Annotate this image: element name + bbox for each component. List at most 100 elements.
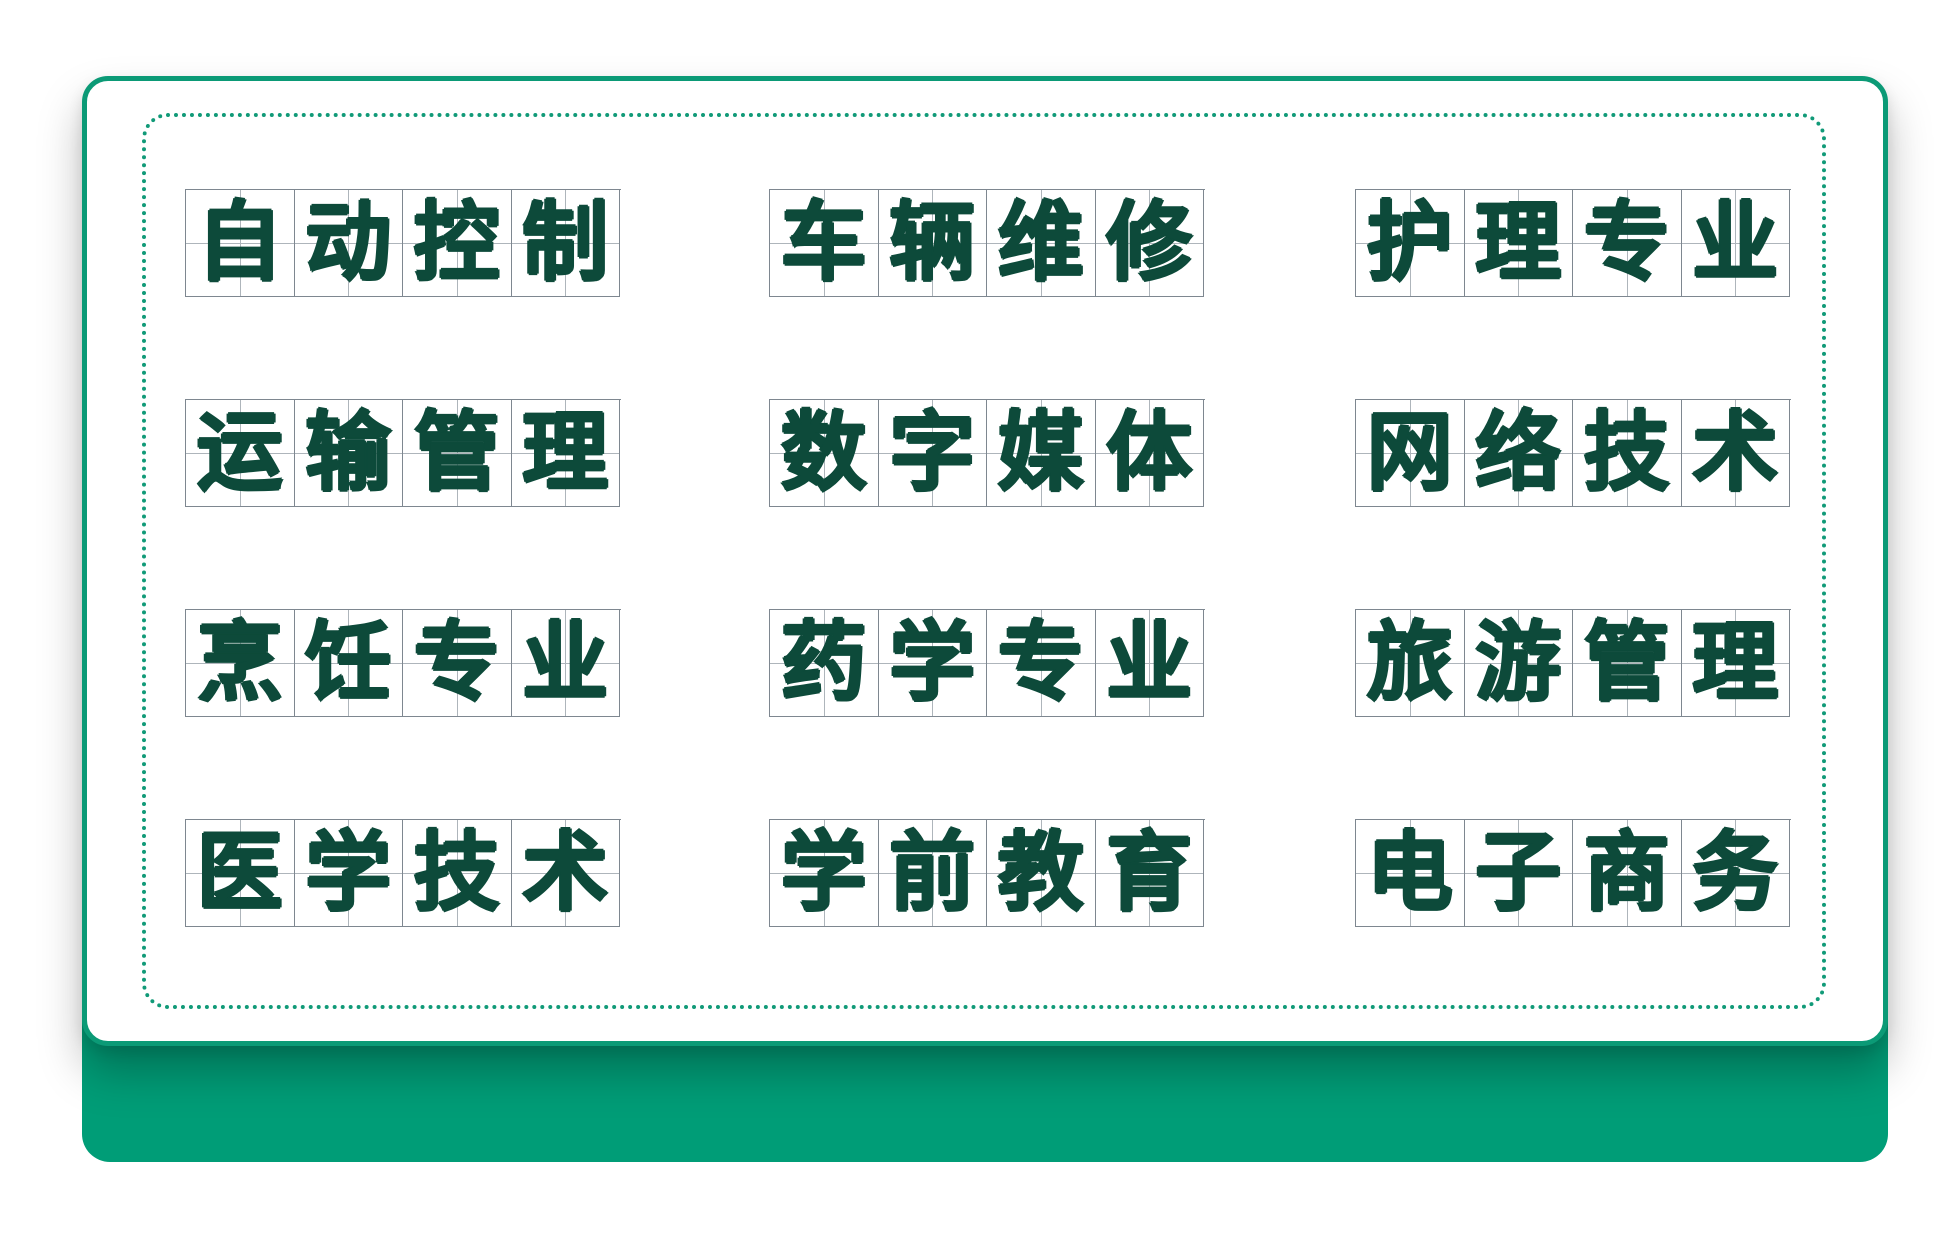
major-label-6: 网 络 技 术: [1355, 399, 1791, 507]
major-char: 专: [413, 613, 500, 713]
major-char: 理: [1475, 193, 1562, 293]
dotted-border: [142, 113, 1826, 1009]
major-char: 控: [413, 193, 500, 293]
char-box: 理: [1464, 190, 1573, 297]
char-box: 网: [1356, 400, 1465, 507]
char-box: 医: [186, 820, 295, 927]
major-char: 维: [997, 193, 1084, 293]
major-char: 医: [196, 823, 283, 923]
char-box: 育: [1095, 820, 1204, 927]
char-box: 运: [186, 400, 295, 507]
char-box: 烹: [186, 610, 295, 717]
major-char: 专: [1583, 193, 1670, 293]
char-box: 管: [1573, 610, 1682, 717]
major-char: 制: [522, 193, 609, 293]
char-box: 商: [1573, 820, 1682, 927]
major-char: 专: [997, 613, 1084, 713]
major-char: 体: [1106, 403, 1193, 503]
major-char: 教: [997, 823, 1084, 923]
char-box: 体: [1095, 400, 1204, 507]
major-label-3: 护 理 专 业: [1355, 189, 1791, 297]
majors-board: 自 动 控 制 车 辆 维 修 护 理 专 业: [82, 76, 1888, 1046]
majors-row-3: 烹 饪 专 业 药 学 专 业 旅 游 管 理: [185, 609, 1793, 717]
major-char: 运: [196, 403, 283, 503]
major-label-10: 医 学 技 术: [185, 819, 621, 927]
major-char: 前: [889, 823, 976, 923]
char-box: 辆: [878, 190, 987, 297]
major-char: 务: [1692, 823, 1779, 923]
majors-row-4: 医 学 技 术 学 前 教 育 电 子 商 务: [185, 819, 1793, 927]
char-box: 动: [294, 190, 403, 297]
major-char: 游: [1475, 613, 1562, 713]
char-box: 理: [1681, 610, 1790, 717]
major-char: 术: [1692, 403, 1779, 503]
major-label-9: 旅 游 管 理: [1355, 609, 1791, 717]
char-box: 务: [1681, 820, 1790, 927]
char-box: 学: [878, 610, 987, 717]
char-box: 技: [1573, 400, 1682, 507]
majors-row-1: 自 动 控 制 车 辆 维 修 护 理 专 业: [185, 189, 1793, 297]
major-char: 育: [1106, 823, 1193, 923]
major-char: 动: [305, 193, 392, 293]
char-box: 前: [878, 820, 987, 927]
char-box: 媒: [987, 400, 1096, 507]
char-box: 旅: [1356, 610, 1465, 717]
char-box: 业: [511, 610, 620, 717]
major-char: 烹: [196, 613, 283, 713]
char-box: 修: [1095, 190, 1204, 297]
major-char: 术: [522, 823, 609, 923]
char-box: 车: [770, 190, 879, 297]
major-char: 学: [780, 823, 867, 923]
major-label-12: 电 子 商 务: [1355, 819, 1791, 927]
char-box: 学: [294, 820, 403, 927]
major-char: 技: [413, 823, 500, 923]
char-box: 理: [511, 400, 620, 507]
major-char: 媒: [997, 403, 1084, 503]
char-box: 管: [403, 400, 512, 507]
char-box: 专: [403, 610, 512, 717]
char-box: 护: [1356, 190, 1465, 297]
major-label-5: 数 字 媒 体: [769, 399, 1205, 507]
char-box: 教: [987, 820, 1096, 927]
major-char: 电: [1366, 823, 1453, 923]
major-char: 辆: [889, 193, 976, 293]
major-char: 网: [1366, 403, 1453, 503]
char-box: 络: [1464, 400, 1573, 507]
char-box: 专: [987, 610, 1096, 717]
majors-grid: 自 动 控 制 车 辆 维 修 护 理 专 业: [185, 189, 1793, 939]
major-char: 业: [522, 613, 609, 713]
major-char: 学: [305, 823, 392, 923]
major-label-2: 车 辆 维 修: [769, 189, 1205, 297]
char-box: 业: [1095, 610, 1204, 717]
major-char: 旅: [1366, 613, 1453, 713]
char-box: 饪: [294, 610, 403, 717]
major-label-4: 运 输 管 理: [185, 399, 621, 507]
major-char: 业: [1692, 193, 1779, 293]
major-char: 护: [1366, 193, 1453, 293]
major-char: 药: [780, 613, 867, 713]
char-box: 电: [1356, 820, 1465, 927]
major-label-8: 药 学 专 业: [769, 609, 1205, 717]
major-char: 字: [889, 403, 976, 503]
major-char: 学: [889, 613, 976, 713]
major-char: 技: [1583, 403, 1670, 503]
char-box: 术: [1681, 400, 1790, 507]
char-box: 学: [770, 820, 879, 927]
major-char: 车: [780, 193, 867, 293]
major-char: 商: [1583, 823, 1670, 923]
char-box: 游: [1464, 610, 1573, 717]
majors-row-2: 运 输 管 理 数 字 媒 体 网 络 技 术: [185, 399, 1793, 507]
char-box: 技: [403, 820, 512, 927]
char-box: 专: [1573, 190, 1682, 297]
char-box: 业: [1681, 190, 1790, 297]
char-box: 药: [770, 610, 879, 717]
major-char: 管: [413, 403, 500, 503]
char-box: 维: [987, 190, 1096, 297]
major-char: 络: [1475, 403, 1562, 503]
char-box: 子: [1464, 820, 1573, 927]
major-char: 饪: [305, 613, 392, 713]
major-char: 输: [305, 403, 392, 503]
char-box: 控: [403, 190, 512, 297]
char-box: 输: [294, 400, 403, 507]
